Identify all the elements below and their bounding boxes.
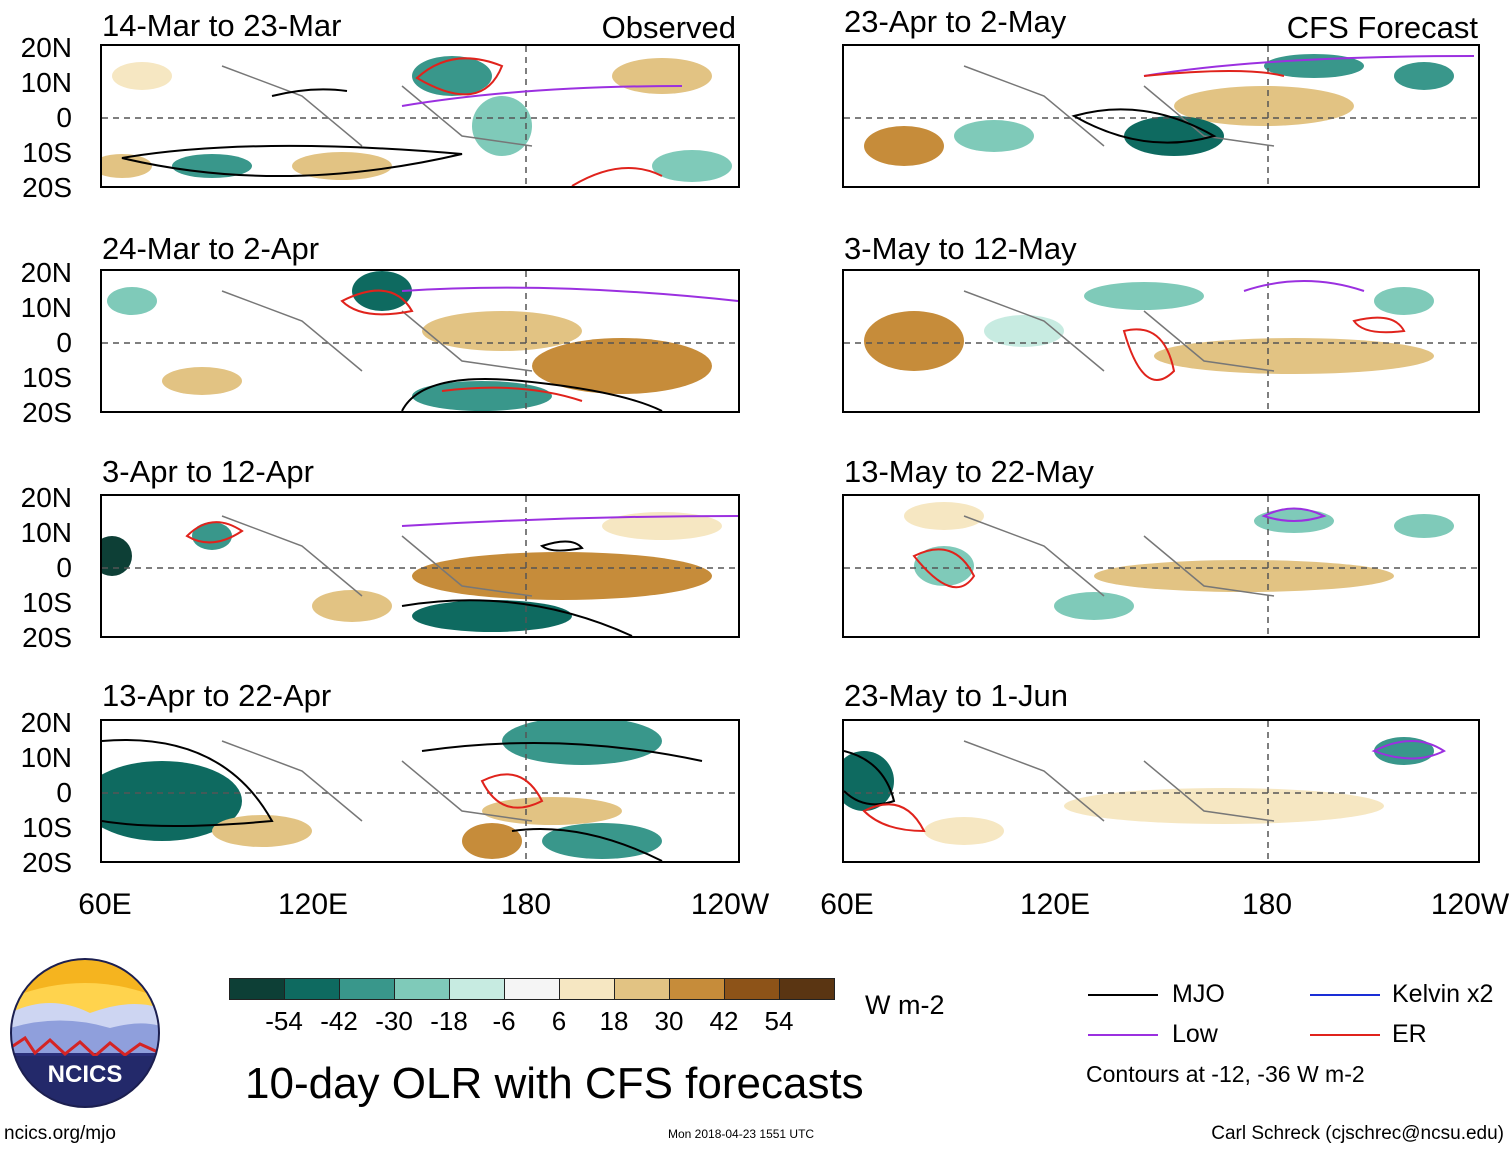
lon-label: 180 <box>500 888 552 921</box>
forecast-label: CFS Forecast <box>1286 10 1478 45</box>
lat-label: 20S <box>22 397 72 428</box>
lat-label: 20N <box>20 482 72 513</box>
panel-title: 3-Apr to 12-Apr <box>102 454 314 489</box>
lat-label: 10N <box>20 67 72 98</box>
colorbar-tick-label: 54 <box>764 1006 794 1036</box>
olr-map <box>102 271 738 411</box>
colorbar <box>229 978 835 1000</box>
colorbar-tick-label: -6 <box>492 1006 516 1036</box>
colorbar-tick-label: 18 <box>599 1006 629 1036</box>
olr-map <box>844 271 1478 411</box>
olr-map <box>844 721 1478 861</box>
colorbar-swatch <box>559 978 615 1000</box>
legend-low-label: Low <box>1172 1020 1218 1048</box>
map-panel-observed-3 <box>100 494 740 638</box>
colorbar-tick-label: -30 <box>375 1006 413 1036</box>
colorbar-swatch <box>449 978 505 1000</box>
legend-mjo-label: MJO <box>1172 980 1225 1008</box>
ncics-logo-icon: NCICS <box>10 958 160 1108</box>
logo-text: NCICS <box>48 1061 123 1088</box>
lat-label: 10N <box>20 517 72 548</box>
panel-title: 13-Apr to 22-Apr <box>102 678 332 713</box>
lat-label: 10S <box>22 587 72 618</box>
credit: Carl Schreck (cjschrec@ncsu.edu) <box>1211 1123 1504 1144</box>
lon-label: 60E <box>820 888 874 921</box>
lat-label: 10S <box>22 812 72 843</box>
lat-label: 0 <box>56 327 72 358</box>
lat-label: 0 <box>56 552 72 583</box>
colorbar-tick-label: -54 <box>265 1006 303 1036</box>
lat-label: 20S <box>22 622 72 653</box>
olr-map <box>844 46 1478 186</box>
lat-label: 20S <box>22 847 72 878</box>
lat-label: 10N <box>20 292 72 323</box>
colorbar-swatch <box>284 978 340 1000</box>
colorbar-swatch <box>614 978 670 1000</box>
colorbar-units: W m-2 <box>865 990 945 1020</box>
panel-title: 24-Mar to 2-Apr <box>102 231 320 266</box>
map-panel-forecast-3 <box>842 494 1480 638</box>
observed-label: Observed <box>601 10 736 45</box>
lat-label: 10N <box>20 742 72 773</box>
panel-title: 14-Mar to 23-Mar <box>102 8 342 43</box>
map-panel-observed-4 <box>100 719 740 863</box>
map-panel-forecast-1 <box>842 44 1480 188</box>
lat-label: 20N <box>20 707 72 738</box>
legend-kelvin-label: Kelvin x2 <box>1392 980 1494 1008</box>
ncics-logo: NCICS <box>10 958 160 1108</box>
main-title: 10-day OLR with CFS forecasts <box>245 1059 864 1108</box>
timestamp: Mon 2018-04-23 1551 UTC <box>668 1127 815 1141</box>
colorbar-swatch <box>669 978 725 1000</box>
map-panel-forecast-2 <box>842 269 1480 413</box>
lat-label: 10S <box>22 137 72 168</box>
lon-label: 120E <box>277 888 349 921</box>
legend-er-label: ER <box>1392 1020 1427 1048</box>
colorbar-swatch <box>394 978 450 1000</box>
colorbar-tick-label: 6 <box>551 1006 567 1036</box>
olr-map <box>102 721 738 861</box>
lat-label: 20N <box>20 32 72 63</box>
colorbar-tick-label: 30 <box>654 1006 684 1036</box>
olr-map <box>102 496 738 636</box>
lat-label: 0 <box>56 777 72 808</box>
map-panel-observed-1 <box>100 44 740 188</box>
lon-label: 120W <box>1430 888 1510 921</box>
lat-label: 20N <box>20 257 72 288</box>
lat-label: 0 <box>56 102 72 133</box>
lon-label: 180 <box>1241 888 1293 921</box>
colorbar-tick-label: -18 <box>430 1006 468 1036</box>
lon-label: 60E <box>78 888 132 921</box>
colorbar-swatch <box>504 978 560 1000</box>
contours-note: Contours at -12, -36 W m-2 <box>1086 1061 1365 1087</box>
colorbar-tick-label: -42 <box>320 1006 358 1036</box>
map-panel-observed-2 <box>100 269 740 413</box>
colorbar-tick-label: 42 <box>709 1006 739 1036</box>
legend-low-swatch <box>1088 1034 1158 1036</box>
panel-title: 3-May to 12-May <box>844 231 1077 266</box>
colorbar-swatch <box>779 978 835 1000</box>
legend-mjo-swatch <box>1088 994 1158 996</box>
site-url[interactable]: ncics.org/mjo <box>4 1123 116 1144</box>
colorbar-swatch <box>229 978 285 1000</box>
panel-title: 23-Apr to 2-May <box>844 4 1067 39</box>
olr-map <box>102 46 738 186</box>
lat-label: 20S <box>22 172 72 203</box>
panel-title: 13-May to 22-May <box>844 454 1094 489</box>
legend-er-swatch <box>1310 1034 1380 1036</box>
lat-label: 10S <box>22 362 72 393</box>
lon-label: 120E <box>1019 888 1091 921</box>
colorbar-swatch <box>339 978 395 1000</box>
colorbar-labels: -54 -42 -30 -18 -6 6 18 30 42 54 <box>229 1008 834 1036</box>
olr-map <box>844 496 1478 636</box>
legend-kelvin-swatch <box>1310 994 1380 996</box>
map-panel-forecast-4 <box>842 719 1480 863</box>
panel-title: 23-May to 1-Jun <box>844 678 1068 713</box>
colorbar-swatch <box>724 978 780 1000</box>
lon-label: 120W <box>690 888 770 921</box>
